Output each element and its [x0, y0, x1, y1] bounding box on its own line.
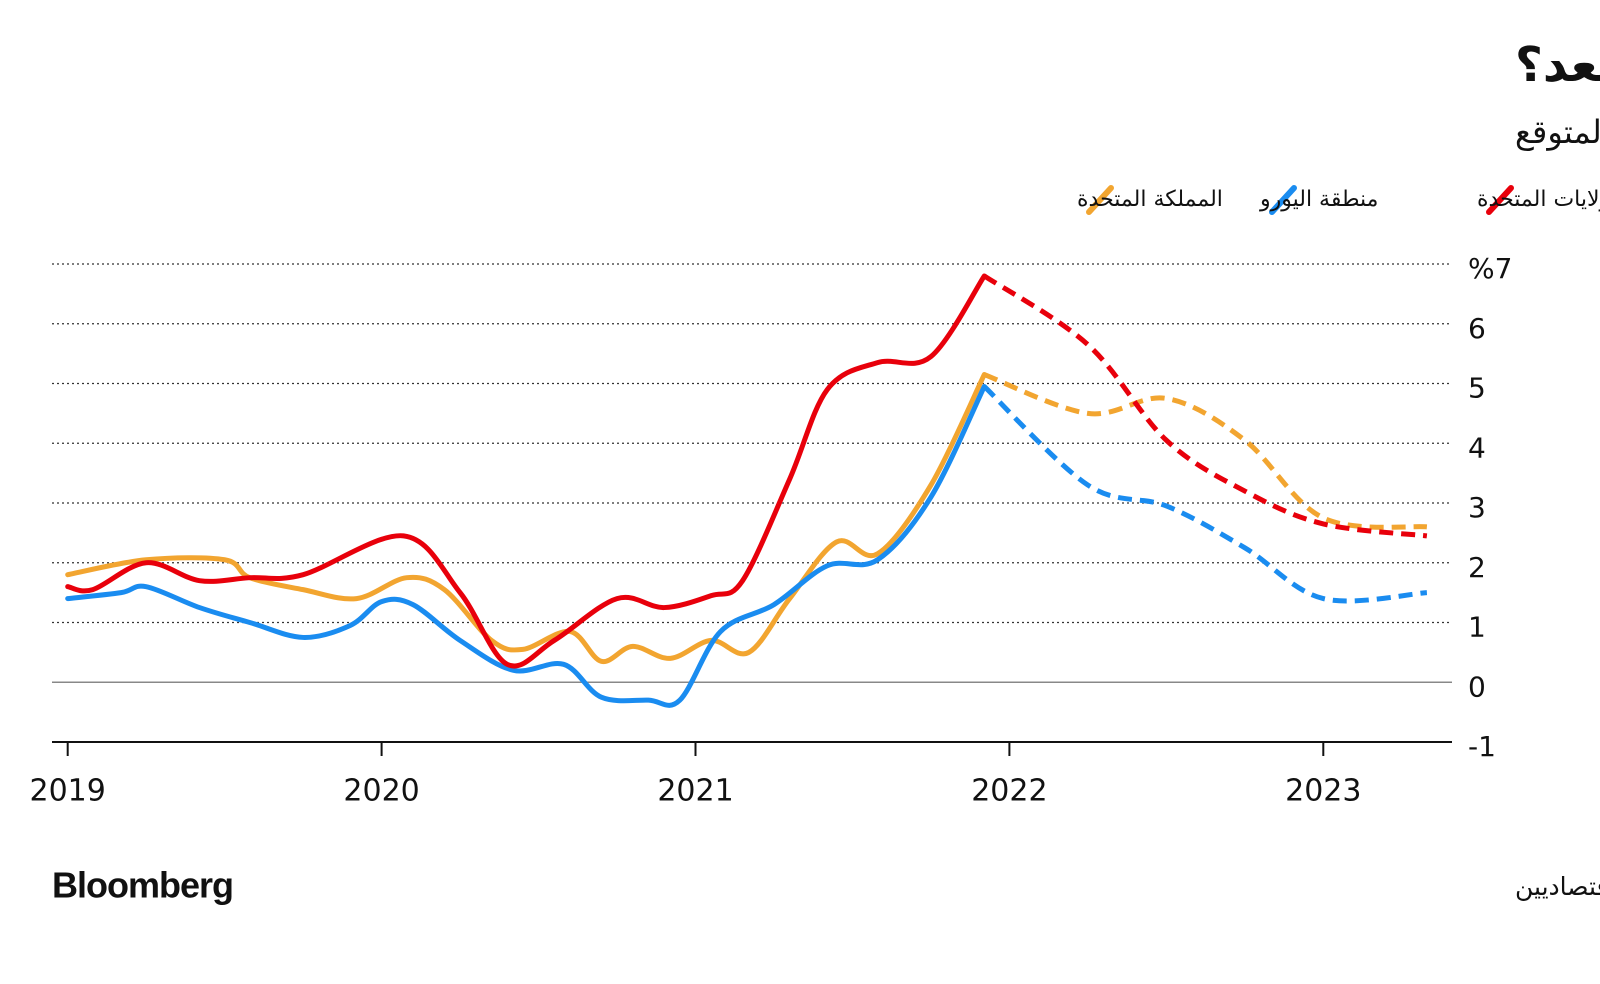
- y-tick-label: 5: [1468, 372, 1486, 405]
- x-tick-label: 2022: [971, 774, 1047, 809]
- x-tick-label: 2021: [657, 774, 733, 809]
- forecast-line: [983, 372, 1428, 530]
- legend-swatch: [1269, 185, 1297, 215]
- legend-label: المملكة المتحدة: [1077, 187, 1223, 212]
- forecast-line: [982, 273, 1428, 539]
- chart-subtitle: تضخم أسعار المستهلك الفعلي والمتوقع: [1515, 111, 1600, 151]
- x-tick-label: 2023: [1285, 774, 1361, 809]
- y-tick-label: 1: [1468, 611, 1486, 644]
- x-tick-label: 2020: [343, 774, 419, 809]
- y-tick-label: 2: [1468, 551, 1486, 584]
- series-line: [65, 372, 987, 664]
- brand-logo: Bloomberg: [52, 865, 233, 906]
- y-tick-label: %7: [1468, 252, 1512, 285]
- chart-title: لم يتلاش بعد؟: [1515, 37, 1600, 93]
- legend-swatch: [1086, 185, 1114, 215]
- legend-label: منطقة اليورو: [1259, 187, 1378, 212]
- legend-label: الولايات المتحدة: [1477, 187, 1600, 212]
- y-tick-label: 0: [1468, 670, 1486, 703]
- source-note: المصدر: بيانات رسمية / استطلاعات بلومبرغ…: [1515, 872, 1600, 901]
- y-tick-label: 3: [1468, 491, 1486, 524]
- series-line: [65, 383, 987, 708]
- y-tick-label: -1: [1468, 730, 1496, 763]
- legend-swatch: [1486, 185, 1514, 215]
- series-line: [65, 273, 987, 669]
- y-tick-label: 6: [1468, 312, 1486, 345]
- y-tick-label: 4: [1468, 431, 1486, 464]
- x-tick-label: 2019: [30, 774, 106, 809]
- forecast-line: [982, 384, 1428, 604]
